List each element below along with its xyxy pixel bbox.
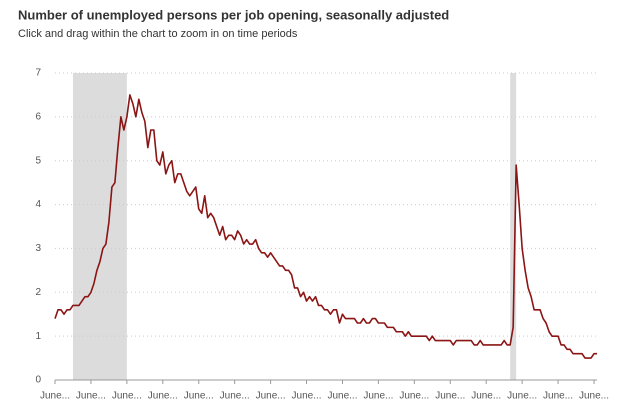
y-tick-label: 1: [35, 331, 41, 342]
y-tick-label: 2: [35, 287, 41, 298]
x-tick-label: June...: [292, 391, 322, 402]
y-tick-label: 0: [35, 375, 41, 386]
x-tick-label: June...: [435, 391, 465, 402]
chart-subtitle: Click and drag within the chart to zoom …: [18, 28, 298, 40]
shaded-period: [72, 73, 127, 380]
x-tick-label: June...: [40, 391, 70, 402]
x-tick-label: June...: [76, 391, 106, 402]
x-tick-label: June...: [399, 391, 429, 402]
x-tick-label: June...: [471, 391, 501, 402]
data-line: [54, 94, 597, 359]
y-tick-label: 7: [35, 68, 41, 79]
x-tick-label: June...: [363, 391, 393, 402]
x-tick-label: June...: [327, 391, 357, 402]
y-tick-label: 5: [35, 155, 41, 166]
x-tick-label: June...: [148, 391, 178, 402]
x-tick-label: June...: [220, 391, 250, 402]
y-tick-label: 4: [35, 199, 41, 210]
x-tick-label: June...: [543, 391, 573, 402]
x-tick-label: June...: [256, 391, 286, 402]
x-tick-label: June...: [579, 391, 609, 402]
chart-title: Number of unemployed persons per job ope…: [18, 7, 449, 22]
y-tick-label: 3: [35, 243, 41, 254]
y-tick-label: 6: [35, 111, 41, 122]
x-tick-label: June...: [112, 391, 142, 402]
shaded-period: [510, 73, 517, 380]
x-tick-label: June...: [507, 391, 537, 402]
x-tick-label: June...: [184, 391, 214, 402]
